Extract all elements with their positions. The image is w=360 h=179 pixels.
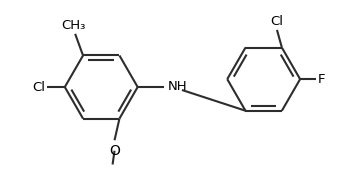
Text: CH₃: CH₃: [61, 19, 85, 32]
Text: O: O: [109, 144, 120, 158]
Text: Cl: Cl: [32, 81, 45, 94]
Text: Cl: Cl: [270, 15, 283, 28]
Text: NH: NH: [168, 79, 188, 93]
Text: F: F: [318, 73, 325, 86]
